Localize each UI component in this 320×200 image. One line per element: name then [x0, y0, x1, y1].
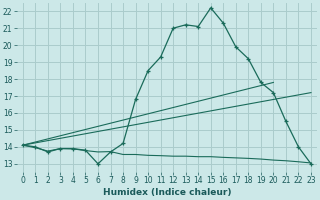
X-axis label: Humidex (Indice chaleur): Humidex (Indice chaleur): [103, 188, 231, 197]
